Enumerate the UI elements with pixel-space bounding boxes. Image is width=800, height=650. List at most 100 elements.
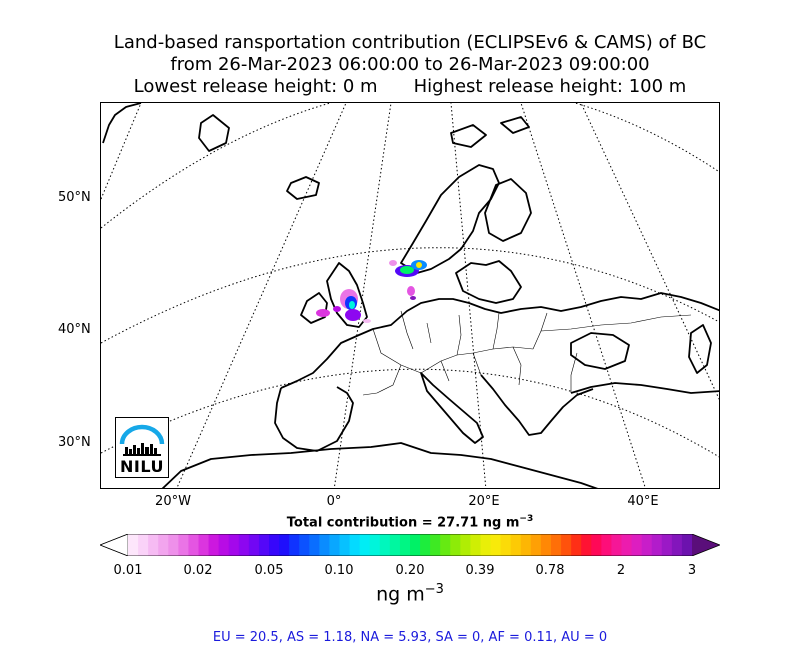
- colorbar-tick-label: 3: [687, 563, 697, 578]
- longitude-line-40e: [520, 103, 646, 488]
- colorbar-segment: [430, 534, 441, 556]
- colorbar-segment: [540, 534, 552, 556]
- colorbar-segment: [168, 534, 179, 556]
- colorbar-segment: [490, 534, 502, 556]
- plot-title-line1: Land-based ransportation contribution (E…: [113, 32, 707, 53]
- map-canvas: [101, 103, 719, 488]
- italy-coast: [420, 372, 484, 444]
- colorbar-segment: [379, 534, 391, 556]
- colorbar-segment: [198, 534, 210, 556]
- colorbar-segment: [651, 534, 663, 556]
- colorbar-segment: [591, 534, 602, 556]
- lat-label-50n: 50°N: [58, 190, 91, 205]
- colorbar-segment: [238, 534, 250, 556]
- colorbar-tick-label: 0.05: [254, 563, 284, 578]
- total-contribution: Total contribution = 27.71 ng m−3: [0, 514, 800, 530]
- black-sea-coast: [570, 332, 630, 370]
- lon-label-0: 0°: [326, 494, 342, 509]
- lowest-release-height: Lowest release height: 0 m: [133, 76, 378, 97]
- longitude-line-40w: [101, 103, 142, 200]
- colorbar-segment: [450, 534, 461, 556]
- colorbar-segment: [631, 534, 643, 556]
- caspian-coast: [688, 324, 712, 374]
- colorbar-segment: [138, 534, 149, 556]
- plume-denmark: [407, 286, 416, 300]
- svalbard-coast: [450, 116, 530, 148]
- colorbar-segment: [329, 534, 340, 556]
- colorbar-segment: [480, 534, 492, 556]
- colorbar-segment: [500, 534, 512, 556]
- lat-label-40n: 40°N: [58, 322, 91, 337]
- colorbar-segment: [359, 534, 371, 556]
- longitude-line-0: [333, 103, 392, 488]
- colorbar-segment: [158, 534, 169, 556]
- colorbar-segment: [551, 534, 562, 556]
- longitude-line-20e: [450, 103, 487, 488]
- north-africa-coast: [161, 442, 599, 488]
- colorbar-segment: [510, 534, 522, 556]
- colorbar-segment: [299, 534, 310, 556]
- colorbar-extension-high: [692, 534, 720, 556]
- colorbar-segment: [319, 534, 330, 556]
- region-stats: EU = 20.5, AS = 1.18, NA = 5.93, SA = 0,…: [212, 630, 608, 645]
- colorbar-segment: [279, 534, 290, 556]
- iceland-coast: [286, 176, 320, 200]
- total-unit-exponent: −3: [519, 514, 534, 524]
- colorbar-segment: [460, 534, 471, 556]
- colorbar-segment: [520, 534, 532, 556]
- colorbar-tick-label: 0.10: [324, 563, 354, 578]
- ireland-coast: [300, 292, 328, 324]
- map-panel[interactable]: [100, 102, 720, 489]
- uk-coast: [326, 262, 368, 328]
- colorbar-segment: [671, 534, 683, 556]
- nilu-logo-mark: [119, 424, 165, 456]
- colorbar-tick-label: 0.78: [535, 563, 565, 578]
- colorbar: [100, 534, 720, 556]
- balkan-coast: [480, 374, 594, 436]
- colorbar-segment: [641, 534, 653, 556]
- colorbar-tick-label: 0.01: [113, 563, 143, 578]
- colorbar-extension-low: [100, 534, 129, 556]
- plot-title-line3: Lowest release height: 0 m Highest releas…: [0, 76, 800, 98]
- colorbar-tick-label: 2: [616, 563, 626, 578]
- colorbar-segment: [208, 534, 220, 556]
- longitude-line-20w: [176, 103, 347, 488]
- colorbar-segment: [561, 534, 572, 556]
- lat-label-30n: 30°N: [58, 435, 91, 450]
- colorbar-tick-label: 0.39: [465, 563, 495, 578]
- scandinavia-coast: [400, 164, 500, 274]
- colorbar-segment: [399, 534, 411, 556]
- turkey-coast: [570, 382, 719, 394]
- colorbar-segment: [258, 534, 270, 556]
- graticule: [101, 103, 719, 488]
- colorbar-tick-label: 0.02: [183, 563, 213, 578]
- colorbar-segment: [218, 534, 230, 556]
- plot-title-line2: from 26-Mar-2023 06:00:00 to 26-Mar-2023…: [170, 54, 650, 75]
- colorbar-segment: [188, 534, 199, 556]
- total-contribution-text: Total contribution = 27.71 ng m: [286, 515, 520, 531]
- colorbar-segment: [228, 534, 240, 556]
- colorbar-segment: [571, 534, 582, 556]
- colorbar-segment: [389, 534, 401, 556]
- longitude-line-60e: [580, 103, 719, 400]
- colorbar-segment: [269, 534, 280, 556]
- colorbar-tick-label: 0.20: [395, 563, 425, 578]
- lon-label-20e: 20°E: [468, 494, 500, 509]
- colorbar-segment: [440, 534, 451, 556]
- colorbar-segment: [309, 534, 320, 556]
- country-borders: [362, 310, 692, 396]
- colorbar-segment: [339, 534, 351, 556]
- colorbar-segment: [178, 534, 189, 556]
- latitude-line-40n: [101, 247, 719, 344]
- nilu-logo-text: NILU: [120, 457, 164, 476]
- baltic-coast: [455, 260, 522, 304]
- greenland-coast: [102, 103, 230, 152]
- colorbar-segment: [148, 534, 159, 556]
- lon-label-20w: 20°W: [155, 494, 191, 509]
- colorbar-segment: [581, 534, 592, 556]
- colorbar-segment: [289, 534, 300, 556]
- colorbar-segment: [601, 534, 612, 556]
- plume-norway: [389, 260, 427, 277]
- continent-coast: [280, 292, 719, 389]
- colorbar-segment: [369, 534, 381, 556]
